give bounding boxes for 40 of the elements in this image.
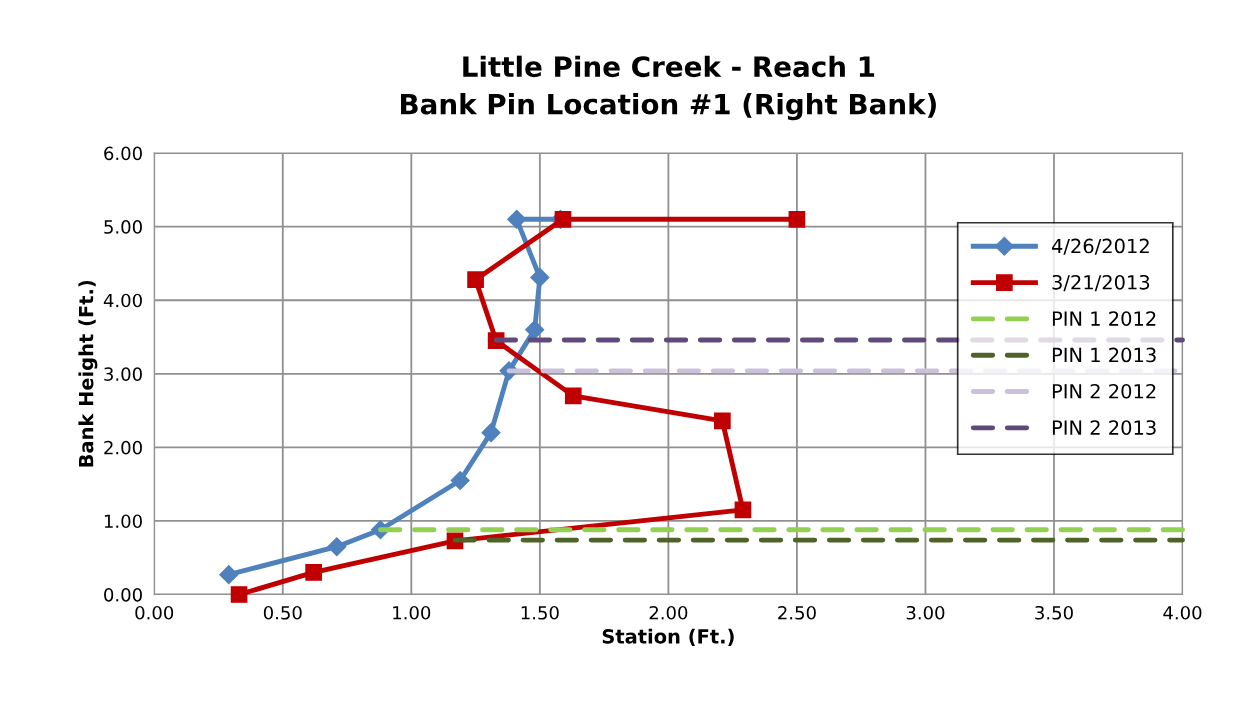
y-tick-label: 4.00	[103, 293, 142, 308]
x-tick-label: 2.50	[778, 605, 816, 620]
legend-label: PIN 2 2013	[1052, 420, 1156, 435]
point	[467, 271, 484, 288]
point	[450, 470, 470, 491]
point	[788, 210, 806, 228]
point	[530, 267, 550, 287]
x-tick-label: 1.50	[521, 605, 559, 620]
point	[554, 210, 572, 228]
point	[230, 586, 248, 603]
point	[305, 564, 322, 581]
legend-label: 3/21/2013	[1052, 274, 1150, 292]
x-tick-label: 0.00	[135, 605, 174, 620]
y-axis-title: Bank Height (Ft.)	[78, 280, 98, 467]
point	[525, 320, 545, 340]
x-tick-label: 3.50	[1035, 605, 1073, 620]
x-tick-label: 2.00	[649, 605, 688, 620]
point	[219, 565, 239, 585]
point	[481, 423, 501, 443]
point	[734, 501, 752, 519]
point	[327, 537, 347, 557]
x-tick-label: 3.00	[906, 605, 945, 620]
chart-title: Little Pine Creek - Reach 1 Bank Pin Location #1 (Right Bank)	[401, 55, 936, 121]
y-tick-label: 2.00	[104, 440, 142, 455]
point	[507, 209, 527, 229]
point	[714, 412, 731, 430]
y-tick-label: 5.00	[104, 220, 142, 234]
x-tick-label: 0.50	[263, 605, 302, 620]
legend-label: PIN 1 2013	[1052, 347, 1156, 363]
y-tick-label: 0.00	[104, 587, 142, 602]
x-axis-title: Station (Ft.)	[602, 628, 734, 646]
y-tick-label: 6.00	[104, 146, 142, 161]
legend-label: PIN 1 2012	[1052, 311, 1156, 326]
x-tick-label: 4.00	[1163, 605, 1202, 620]
y-tick-label: 3.00	[104, 367, 142, 381]
legend-label: 4/26/2012	[1051, 238, 1149, 255]
point	[564, 387, 582, 405]
y-tick-label: 1.00	[104, 514, 142, 529]
x-tick-label: 1.00	[393, 605, 431, 620]
legend-label: PIN 2 2012	[1052, 383, 1156, 399]
